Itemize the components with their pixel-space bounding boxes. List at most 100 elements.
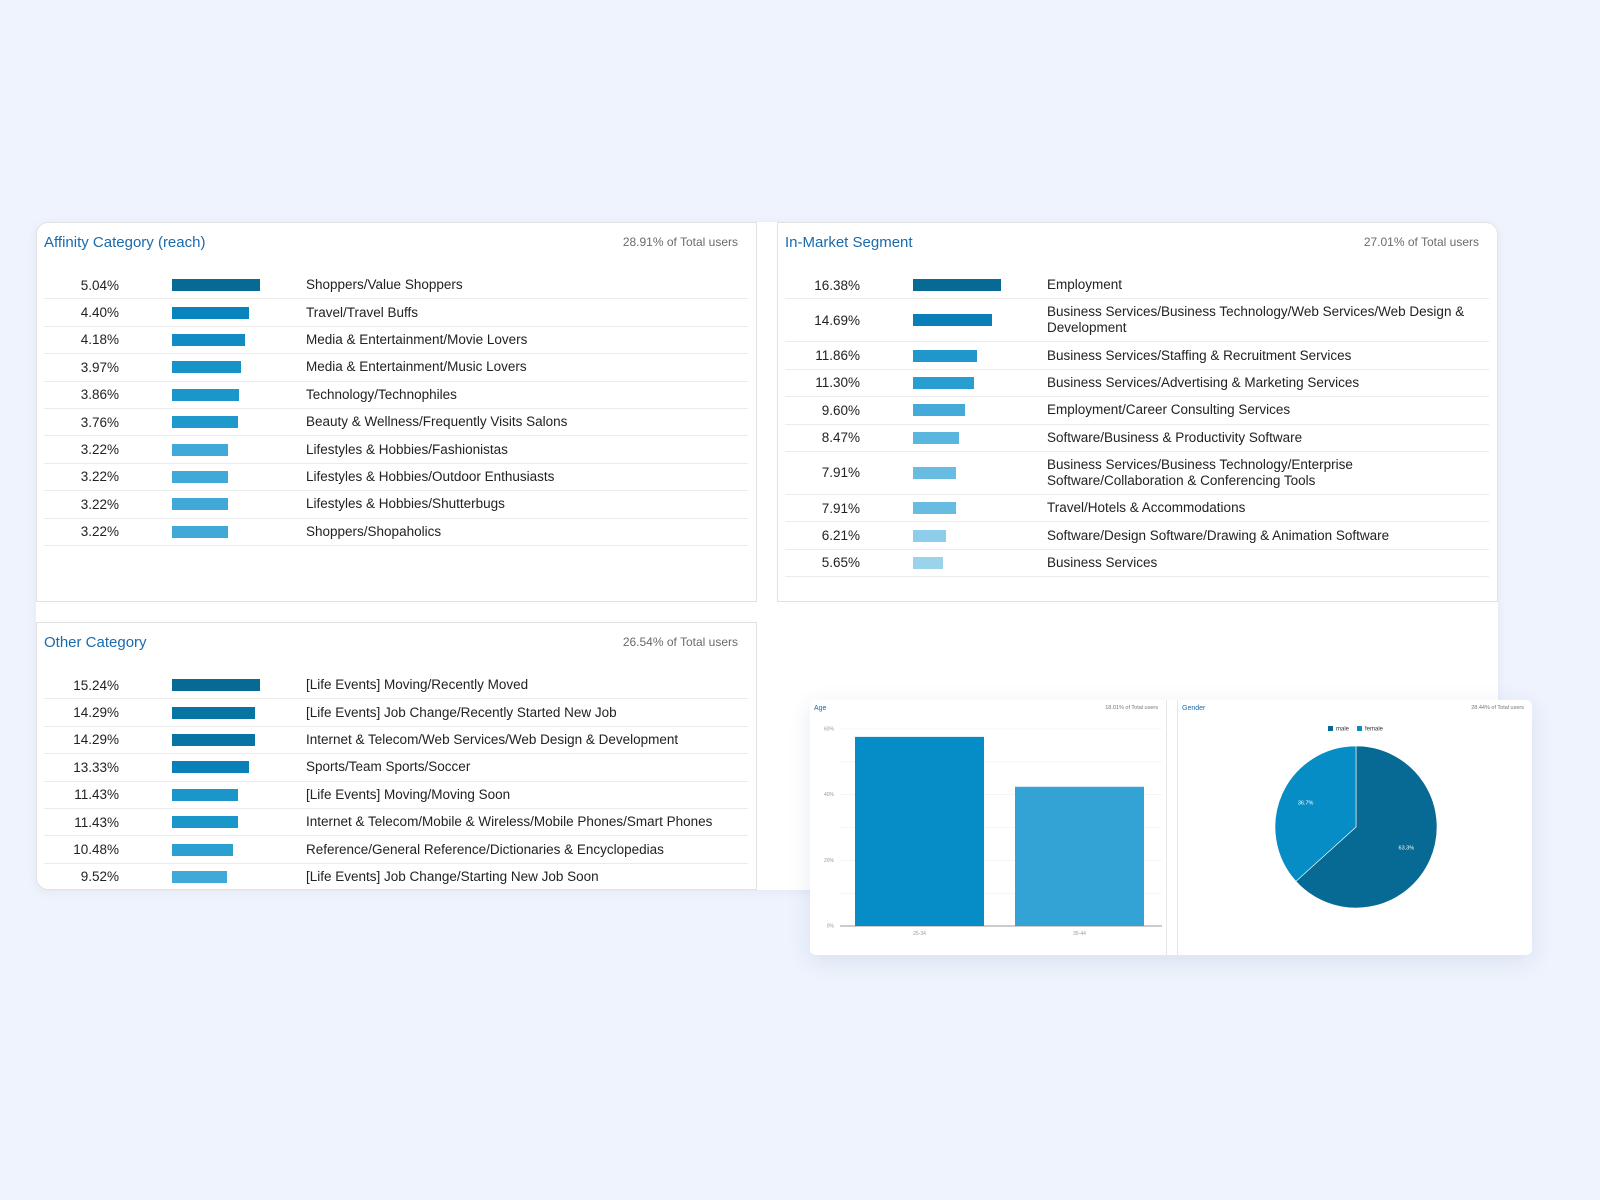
table-row: 9.60% Employment/Career Consulting Servic… — [785, 397, 1489, 425]
bar-cell — [172, 416, 306, 429]
category-label: [Life Events] Job Change/Starting New Jo… — [306, 868, 599, 884]
pie-slice-female — [1274, 745, 1357, 882]
percent-value: 3.22% — [80, 442, 119, 458]
legend-swatch — [1327, 726, 1333, 731]
table-row: 4.40% Travel/Travel Buffs — [44, 299, 748, 327]
category-label: [Life Events] Moving/Moving Soon — [306, 786, 511, 802]
category-label: Media & Entertainment/Movie Lovers — [306, 331, 528, 347]
category-label: Lifestyles & Hobbies/Fashionistas — [306, 441, 508, 457]
x-tick-label: 35-44 — [1073, 931, 1086, 937]
percent-bar — [913, 529, 947, 542]
table-row: 7.91% Business Services/Business Technolo… — [785, 452, 1489, 495]
bar-cell — [172, 525, 306, 538]
percent-value: 11.43% — [74, 814, 119, 830]
bar-cell — [172, 333, 306, 346]
table-row: 8.47% Software/Business & Productivity So… — [785, 425, 1489, 452]
percent-bar — [172, 870, 227, 883]
y-tick-label: 40% — [824, 792, 835, 798]
percent-bar — [172, 333, 245, 346]
percent-bar — [172, 706, 255, 719]
category-label: [Life Events] Job Change/Recently Starte… — [306, 704, 617, 720]
age-bar — [855, 736, 984, 926]
percent-bar — [913, 376, 974, 389]
category-label: Travel/Travel Buffs — [306, 304, 419, 320]
category-label: Shoppers/Value Shoppers — [306, 277, 463, 293]
bar-cell — [172, 498, 306, 511]
percent-value: 9.52% — [80, 869, 119, 885]
percent-value: 15.24% — [73, 677, 119, 693]
category-label: Business Services — [1047, 554, 1158, 570]
total-users-share: 27.01% of Total users — [1363, 235, 1479, 249]
table-row: 11.30% Business Services/Advertising & Ma… — [785, 370, 1489, 398]
category-label: Business Services/Business Technology/En… — [1047, 456, 1353, 488]
in-market-rows: 16.38% Employment 14.69% Business Services/… — [785, 272, 1489, 578]
category-label: Sports/Team Sports/Soccer — [306, 759, 471, 775]
other-category-panel: Other Category 26.54% of Total users 15.… — [36, 622, 757, 892]
age-total-users-share: 18.01% of Total users — [1105, 705, 1158, 711]
category-label: Internet & Telecom/Mobile & Wireless/Mob… — [306, 814, 713, 830]
category-label: Software/Design Software/Drawing & Anima… — [1047, 527, 1390, 543]
panel-title: In-Market Segment — [785, 234, 913, 251]
gender-legend: male female — [1178, 726, 1533, 733]
percent-value: 5.65% — [821, 555, 860, 571]
category-label: [Life Events] Moving/Recently Moved — [306, 677, 529, 693]
bar-cell — [172, 870, 306, 883]
table-row: 11.43% [Life Events] Moving/Moving Soon — [44, 782, 748, 809]
table-row: 4.18% Media & Entertainment/Movie Lovers — [44, 327, 748, 355]
pie-slice-label: 63.3% — [1399, 845, 1415, 851]
legend-label: female — [1365, 726, 1384, 733]
category-label: Software/Business & Productivity Softwar… — [1047, 429, 1303, 445]
percent-value: 10.48% — [73, 842, 119, 858]
gender-pie-chart: 63.3% 36.7% — [1274, 745, 1438, 909]
affinity-category-panel: Affinity Category (reach) 28.91% of Tota… — [36, 222, 757, 602]
y-tick-label: 20% — [824, 858, 835, 864]
percent-value: 7.91% — [821, 500, 860, 516]
bar-cell — [913, 404, 1047, 417]
gender-chart-panel: Gender 28.44% of Total users male female … — [1177, 700, 1532, 955]
percent-value: 4.40% — [80, 305, 119, 321]
percent-bar — [913, 466, 956, 479]
percent-value: 11.30% — [815, 375, 860, 391]
category-label: Employment/Career Consulting Services — [1047, 402, 1291, 418]
table-row: 6.21% Software/Design Software/Drawing & … — [785, 522, 1489, 550]
percent-bar — [172, 679, 260, 692]
bar-cell — [913, 466, 1047, 479]
table-row: 3.97% Media & Entertainment/Music Lovers — [44, 354, 748, 382]
category-label: Lifestyles & Hobbies/Outdoor Enthusiasts — [306, 468, 555, 484]
percent-value: 14.29% — [73, 705, 119, 721]
gender-title: Gender — [1182, 705, 1206, 712]
percent-value: 5.04% — [80, 277, 119, 293]
bar-cell — [172, 733, 306, 746]
y-tick-label: 0% — [827, 924, 835, 930]
table-row: 9.52% [Life Events] Job Change/Starting N… — [44, 864, 748, 892]
percent-value: 14.29% — [73, 732, 119, 748]
table-row: 10.48% Reference/General Reference/Dictio… — [44, 836, 748, 864]
percent-bar — [172, 306, 249, 319]
table-row: 7.91% Travel/Hotels & Accommodations — [785, 495, 1489, 523]
legend-item-male[interactable]: male — [1327, 726, 1349, 733]
percent-bar — [172, 361, 242, 374]
table-row: 11.86% Business Services/Staffing & Recru… — [785, 342, 1489, 370]
percent-value: 14.69% — [814, 312, 860, 328]
percent-bar — [172, 761, 249, 774]
percent-bar — [172, 525, 229, 538]
percent-value: 16.38% — [814, 277, 860, 293]
total-users-share: 26.54% of Total users — [622, 635, 738, 649]
legend-item-female[interactable]: female — [1357, 726, 1383, 733]
table-row: 15.24% [Life Events] Moving/Recently Move… — [44, 672, 748, 700]
bar-cell — [172, 388, 306, 401]
demographics-card: Age 18.01% of Total users 0% 20% 40% 60% 25-… — [810, 700, 1532, 955]
y-tick-label: 60% — [824, 727, 835, 733]
bar-cell — [913, 529, 1047, 542]
bar-cell — [172, 816, 306, 829]
other-rows: 15.24% [Life Events] Moving/Recently Move… — [44, 672, 748, 892]
table-row: 3.22% Lifestyles & Hobbies/Fashionistas — [44, 436, 748, 464]
percent-value: 9.60% — [821, 402, 860, 418]
percent-bar — [172, 816, 238, 829]
percent-bar — [913, 314, 992, 327]
bar-cell — [172, 761, 306, 774]
percent-bar — [172, 843, 233, 856]
table-row: 3.86% Technology/Technophiles — [44, 382, 748, 409]
legend-label: male — [1335, 726, 1349, 733]
percent-bar — [172, 388, 240, 401]
